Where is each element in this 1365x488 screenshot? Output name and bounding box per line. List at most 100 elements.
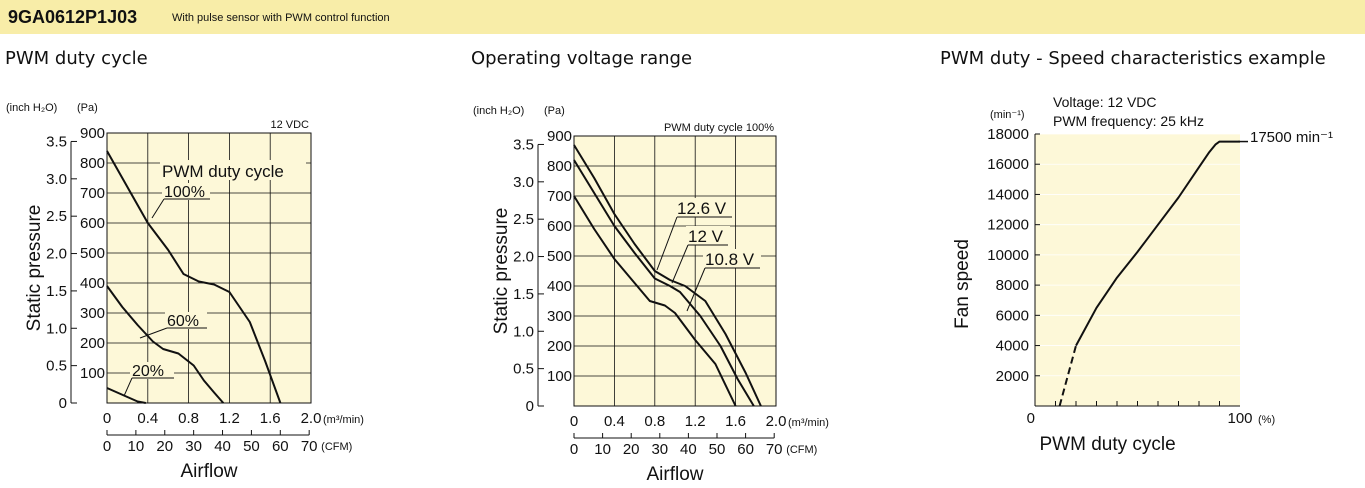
y-tick-label-pa: 100	[547, 368, 572, 385]
y-tick-label-pa: 200	[80, 335, 105, 352]
x-tick-label-0: 0	[1027, 410, 1035, 427]
model-description: With pulse sensor with PWM control funct…	[172, 12, 390, 24]
label-bg	[703, 249, 761, 268]
y-tick-label-inch: 3.5	[513, 136, 534, 153]
y-tick-label-pa: 700	[547, 188, 572, 205]
y-unit-inch: (inch H₂O)	[473, 105, 524, 117]
y-tick-label: 18000	[987, 126, 1029, 143]
x-axis-label: PWM duty cycle	[1040, 434, 1176, 455]
x-unit-m3: (m³/min)	[323, 414, 364, 426]
label-bg	[130, 362, 174, 379]
y-unit-inch: (inch H₂O)	[6, 102, 57, 114]
legend-bg	[160, 160, 306, 180]
speed-curve-solid	[1075, 140, 1240, 347]
x-tick-label-100: 100	[1227, 410, 1252, 427]
cfm-tick-label: 60	[272, 438, 289, 455]
x-tick-label: 0.8	[644, 413, 665, 430]
y-axis-label: Static pressure	[24, 205, 45, 332]
x-tick-label: 1.2	[685, 413, 706, 430]
cfm-tick-label: 30	[651, 441, 668, 458]
x-tick-label: 0	[103, 410, 111, 427]
cfm-tick-label: 20	[623, 441, 640, 458]
y-tick-label-pa: 900	[80, 125, 105, 142]
leader-line	[656, 216, 678, 271]
cfm-tick-label: 10	[594, 441, 611, 458]
x-axis-label: Airflow	[646, 464, 703, 485]
series-label-12.6: 12.6 V	[677, 199, 727, 218]
y-tick-label-pa: 300	[80, 305, 105, 322]
label-bg	[686, 226, 730, 245]
chart-2-title: Operating voltage range	[471, 48, 693, 69]
label-bg	[162, 183, 210, 200]
annotation-voltage: 12 VDC	[270, 119, 309, 131]
y-tick-label-inch: 3.0	[513, 174, 534, 191]
cfm-tick-label: 60	[737, 441, 754, 458]
cfm-tick-label: 10	[128, 438, 145, 455]
x-tick-label: 1.6	[725, 413, 746, 430]
series-label-100: 100%	[164, 184, 205, 201]
y-tick-label-pa: 300	[547, 308, 572, 325]
y-tick-label: 6000	[996, 307, 1029, 324]
y-unit: (min⁻¹)	[990, 109, 1025, 121]
y-tick-label: 2000	[996, 368, 1029, 385]
y-tick-label-inch: 0	[526, 398, 534, 415]
y-tick-label-inch: 0	[59, 395, 67, 412]
series-line	[573, 159, 755, 407]
plot-area	[1035, 134, 1240, 406]
y-tick-label-pa: 700	[80, 185, 105, 202]
pressure-chart-voltage: 10020030040050060070080090000.51.01.52.0…	[473, 105, 829, 485]
x-tick-label: 1.2	[219, 410, 240, 427]
y-tick-label-inch: 1.5	[46, 283, 67, 300]
series-line	[106, 285, 225, 404]
leader-line	[686, 267, 706, 312]
chart-3-title: PWM duty - Speed characteristics example	[940, 48, 1326, 69]
series-label-12: 12 V	[688, 227, 724, 246]
x-tick-label: 0.4	[604, 413, 625, 430]
x-axis-label: Airflow	[180, 461, 237, 482]
cfm-tick-label: 30	[185, 438, 202, 455]
y-tick-label-inch: 2.0	[513, 249, 534, 266]
leader-line	[671, 244, 689, 284]
y-tick-label: 16000	[987, 156, 1029, 173]
x-tick-label: 2.0	[301, 410, 322, 427]
y-axis-label: Static pressure	[491, 208, 512, 335]
cfm-tick-label: 20	[156, 438, 173, 455]
series-line	[106, 150, 282, 404]
y-tick-label-inch: 2.5	[46, 208, 67, 225]
legend-title: PWM duty cycle	[162, 162, 284, 181]
y-tick-label-inch: 0.5	[46, 358, 67, 375]
y-tick-label-pa: 400	[80, 275, 105, 292]
series-label-60: 60%	[167, 313, 199, 330]
cfm-tick-label: 50	[243, 438, 260, 455]
y-tick-label-pa: 400	[547, 278, 572, 295]
y-tick-label-inch: 1.5	[513, 286, 534, 303]
cfm-tick-label: 40	[214, 438, 231, 455]
cfm-tick-label: 50	[709, 441, 726, 458]
x-unit-cfm: (CFM)	[786, 444, 817, 456]
x-unit-m3: (m³/min)	[788, 417, 829, 429]
leader-line	[123, 377, 133, 397]
y-tick-label-inch: 3.5	[46, 133, 67, 150]
label-bg	[675, 198, 733, 217]
y-tick-label-pa: 200	[547, 338, 572, 355]
cfm-tick-label: 70	[766, 441, 783, 458]
cfm-tick-label: 40	[680, 441, 697, 458]
y-tick-label-inch: 2.0	[46, 246, 67, 263]
annotation-duty: PWM duty cycle 100%	[664, 122, 774, 134]
cfm-tick-label: 70	[301, 438, 318, 455]
y-tick-label-pa: 500	[547, 248, 572, 265]
x-unit: (%)	[1258, 414, 1275, 426]
end-value-label: 17500 min⁻¹	[1250, 129, 1333, 146]
series-line	[106, 387, 146, 404]
y-tick-label-pa: 800	[80, 155, 105, 172]
leader-line	[139, 327, 168, 339]
speed-chart-duty: 2000 4000 6000 8000 10000 12000 14000 16000 1800…	[952, 94, 1333, 455]
annotation-frequency: PWM frequency: 25 kHz	[1053, 113, 1204, 129]
y-tick-label-pa: 900	[547, 128, 572, 145]
y-tick-label: 12000	[987, 217, 1029, 234]
leader-line	[151, 198, 165, 219]
x-tick-label: 0.8	[178, 410, 199, 427]
x-tick-label: 1.6	[260, 410, 281, 427]
y-tick-label: 8000	[996, 277, 1029, 294]
series-line	[573, 195, 737, 407]
